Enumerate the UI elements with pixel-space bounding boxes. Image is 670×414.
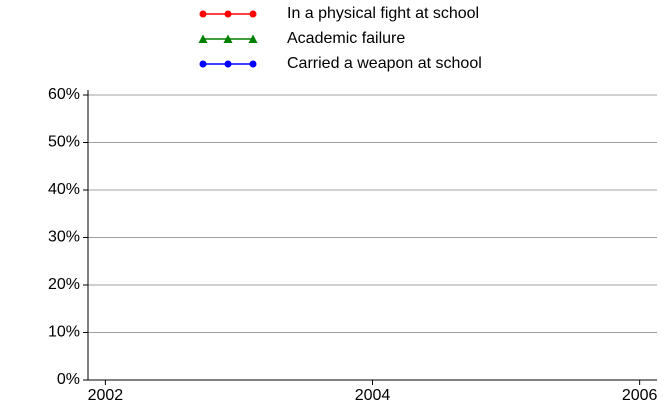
y-tick-label: 60% bbox=[48, 86, 80, 103]
legend-label: Carried a weapon at school bbox=[287, 55, 482, 72]
x-tick-label: 2006 bbox=[622, 387, 658, 404]
y-tick-label: 20% bbox=[48, 276, 80, 293]
legend-label: In a physical fight at school bbox=[287, 5, 479, 22]
legend-label: Academic failure bbox=[287, 30, 405, 47]
legend-marker bbox=[249, 60, 257, 68]
legend-marker bbox=[223, 34, 233, 43]
legend-marker bbox=[224, 10, 232, 18]
legend-marker bbox=[248, 34, 258, 43]
legend-marker bbox=[199, 60, 207, 68]
legend-marker bbox=[249, 10, 257, 18]
y-tick-label: 40% bbox=[48, 181, 80, 198]
y-tick-label: 10% bbox=[48, 324, 80, 341]
y-tick-label: 0% bbox=[57, 371, 80, 388]
legend-marker bbox=[224, 60, 232, 68]
legend-marker bbox=[198, 34, 208, 43]
x-tick-label: 2002 bbox=[88, 387, 124, 404]
legend-marker bbox=[199, 10, 207, 18]
y-tick-label: 30% bbox=[48, 229, 80, 246]
y-tick-label: 50% bbox=[48, 134, 80, 151]
x-tick-label: 2004 bbox=[355, 387, 391, 404]
